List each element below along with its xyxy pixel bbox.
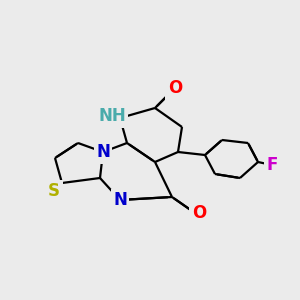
Text: F: F — [266, 156, 278, 174]
Text: F: F — [266, 156, 278, 174]
Text: N: N — [96, 143, 110, 161]
Text: S: S — [48, 182, 60, 200]
Text: N: N — [113, 191, 127, 209]
Text: O: O — [168, 79, 182, 97]
Text: O: O — [192, 204, 206, 222]
Text: S: S — [48, 182, 60, 200]
Text: O: O — [192, 204, 206, 222]
Text: NH: NH — [98, 107, 126, 125]
Text: N: N — [96, 143, 110, 161]
Text: NH: NH — [98, 107, 126, 125]
Text: O: O — [168, 79, 182, 97]
Text: N: N — [113, 191, 127, 209]
